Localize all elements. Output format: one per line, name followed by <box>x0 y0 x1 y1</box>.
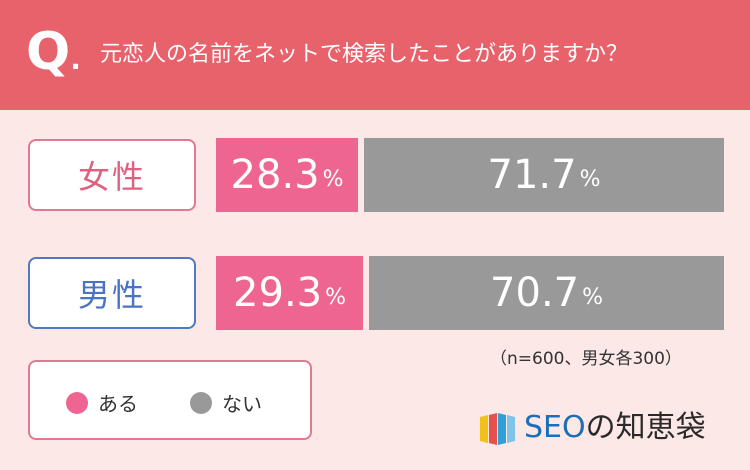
question-header: Q. 元恋人の名前をネットで検索したことがありますか？ <box>0 0 750 110</box>
category-label-female: 女性 <box>28 139 196 211</box>
question-text: 元恋人の名前をネットで検索したことがありますか？ <box>100 42 629 67</box>
data-label-value: 71.7 <box>487 152 577 198</box>
legend-item-aru: ある <box>66 388 138 417</box>
logo-kanji: の知恵袋 <box>585 410 706 445</box>
q-dot: . <box>70 43 81 76</box>
data-label-value: 28.3 <box>230 152 320 198</box>
legend-label-aru: ある <box>98 392 138 416</box>
legend-swatch-nai <box>190 391 212 414</box>
q-letter: Q <box>26 22 71 82</box>
legend-item-nai: ない <box>190 388 262 417</box>
category-label-male: 男性 <box>28 257 196 329</box>
data-label-value: 70.7 <box>490 270 580 316</box>
bar-female-nai: 71.7% <box>364 138 724 212</box>
data-label-value: 29.3 <box>233 270 323 316</box>
bar-male-nai: 70.7% <box>369 256 724 330</box>
logo-book-icon <box>480 413 515 445</box>
legend: ある ない <box>28 360 312 440</box>
bar-female-aru: 28.3% <box>216 138 359 212</box>
q-mark: Q. <box>26 26 81 86</box>
sample-note: （n=600、男女各300） <box>490 349 682 369</box>
seo-chiebukuro-logo: SEOの知恵袋 <box>478 408 706 448</box>
legend-swatch-aru <box>66 391 88 414</box>
bar-male-aru: 29.3% <box>216 256 364 330</box>
data-label-unit: % <box>579 167 601 192</box>
data-label-unit: % <box>582 285 604 310</box>
logo-text: SEOの知恵袋 <box>524 411 706 445</box>
legend-label-nai: ない <box>222 392 262 416</box>
data-label-unit: % <box>325 285 347 310</box>
data-label-unit: % <box>322 167 344 192</box>
logo-latin: SEO <box>524 410 586 445</box>
